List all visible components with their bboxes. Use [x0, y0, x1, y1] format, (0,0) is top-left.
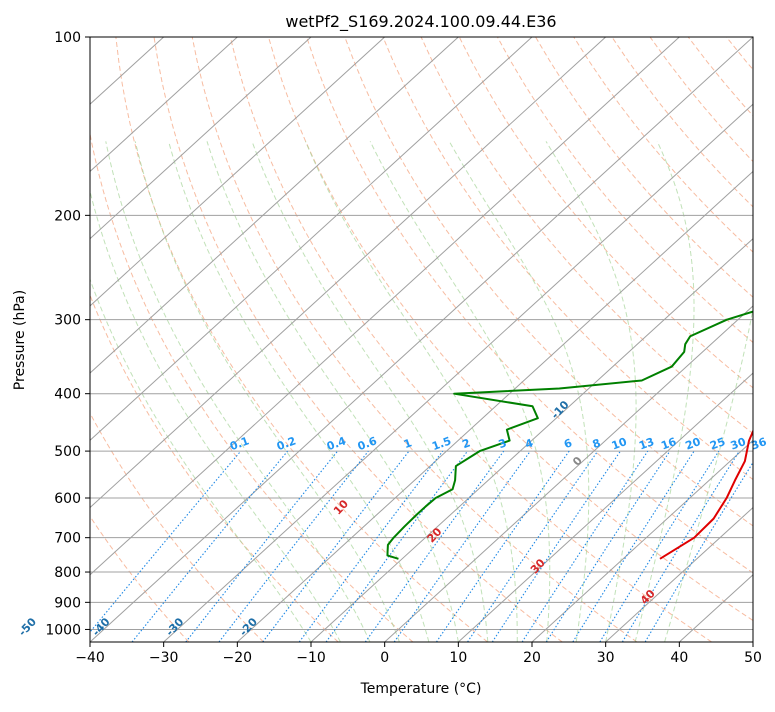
dry-adiabat-line [78, 37, 413, 642]
dry-adiabat-line [192, 37, 637, 642]
mixing-ratio-label: 2 [461, 436, 473, 451]
dry-adiabat-line [726, 37, 775, 642]
dry-adiabat-line [765, 37, 775, 642]
mixing-ratio-line [492, 451, 620, 642]
moist-adiabat-line [135, 141, 399, 642]
x-tick-label: 10 [449, 650, 467, 666]
mixing-ratio-label: 0.4 [325, 434, 348, 453]
mixing-ratio-line [132, 451, 288, 642]
moist-adiabat-line [546, 141, 636, 642]
mixing-ratio-line [299, 451, 443, 642]
isotherm-line [0, 37, 237, 642]
dry-adiabat-line [1, 37, 263, 642]
x-tick-label: 20 [523, 650, 541, 666]
dry-adiabat-label: 40 [638, 587, 658, 607]
x-axis-label: Temperature (°C) [360, 681, 482, 697]
dry-adiabat-line [345, 37, 775, 642]
y-tick-label: 1000 [45, 622, 81, 638]
chart-title: wetPf2_S169.2024.100.09.44.E36 [285, 12, 556, 32]
dry-adiabat-line [230, 37, 711, 642]
mixing-ratio-label: 0.1 [228, 434, 251, 453]
x-tick-label: −40 [75, 650, 105, 666]
isotherm-line [753, 37, 775, 642]
x-tick-label: −20 [223, 650, 253, 666]
isotherm-line [0, 37, 606, 642]
dry-adiabat-line [688, 37, 775, 642]
x-tick-label: 30 [597, 650, 615, 666]
isotherm-line [16, 37, 679, 642]
isotherm-line [0, 37, 385, 642]
mixing-ratio-line [219, 451, 368, 642]
dry-adiabat-line [650, 37, 775, 642]
mixing-ratio-line [436, 451, 569, 642]
mixing-ratio-label: 1.5 [430, 434, 453, 453]
y-tick-label: 300 [54, 313, 81, 329]
x-tick-label: 50 [744, 650, 762, 666]
y-tick-label: 200 [54, 208, 81, 224]
mixing-ratio-line [186, 451, 338, 642]
mixing-ratio-label: 0.2 [275, 434, 298, 453]
y-tick-label: 900 [54, 595, 81, 611]
mixing-ratio-line [546, 451, 670, 642]
mixing-ratio-line [326, 451, 467, 642]
mixing-ratio-label: 3 [497, 436, 509, 451]
x-tick-label: 0 [380, 650, 389, 666]
isotherm-label: -40 [90, 615, 113, 639]
isotherm-label: 0 [570, 454, 585, 469]
mixing-ratio-line [600, 451, 719, 642]
dry-adiabat-label: 30 [528, 556, 548, 576]
mixing-ratio-label: 36 [749, 435, 768, 453]
isotherm-line [164, 37, 775, 642]
x-tick-label: −30 [149, 650, 179, 666]
mixing-ratio-label: 0.6 [356, 434, 379, 453]
isotherm-label: -50 [16, 615, 39, 639]
y-tick-label: 700 [54, 531, 81, 547]
mixing-ratio-label: 30 [729, 435, 748, 453]
moist-adiabat-line [370, 141, 550, 642]
x-tick-label: −10 [296, 650, 326, 666]
mixing-ratio-label: 20 [684, 435, 703, 453]
dry-adiabat-line [0, 37, 189, 642]
y-tick-label: 500 [54, 444, 81, 460]
moist-adiabat-line [252, 141, 488, 642]
y-tick-label: 800 [54, 565, 81, 581]
moist-adiabat-line [665, 141, 766, 642]
x-tick-label: 40 [670, 650, 688, 666]
moist-adiabat-line [79, 141, 340, 642]
mixing-ratio-line [468, 451, 598, 642]
isotherm-line [0, 37, 532, 642]
mixing-ratio-label: 1 [402, 436, 414, 451]
y-tick-label: 600 [54, 491, 81, 507]
y-tick-label: 400 [54, 387, 81, 403]
isotherm-line [0, 37, 458, 642]
mixing-ratio-label: 10 [610, 435, 629, 453]
isotherm-line [0, 37, 311, 642]
mixing-ratio-line [365, 451, 503, 642]
moist-adiabat-line [106, 141, 370, 642]
mixing-ratio-label: 25 [708, 435, 727, 452]
isotherm-label: -10 [549, 398, 572, 422]
moist-adiabat-line [55, 141, 311, 642]
y-tick-label: 100 [54, 30, 81, 46]
isotherm-line [90, 37, 753, 642]
mixing-ratio-label: 6 [562, 436, 574, 451]
moist-adiabat-line [449, 141, 588, 642]
mixing-ratio-line [573, 451, 694, 642]
y-axis-label: Pressure (hPa) [12, 290, 28, 390]
dry-adiabat-line [574, 37, 775, 642]
mixing-ratio-line [82, 451, 241, 642]
temperature-profile-line [660, 37, 775, 559]
dry-adiabat-line [497, 37, 775, 642]
mixing-ratio-label: 16 [659, 435, 678, 453]
